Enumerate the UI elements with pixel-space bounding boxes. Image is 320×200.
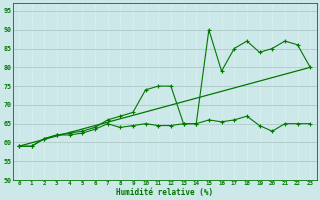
- X-axis label: Humidité relative (%): Humidité relative (%): [116, 188, 213, 197]
